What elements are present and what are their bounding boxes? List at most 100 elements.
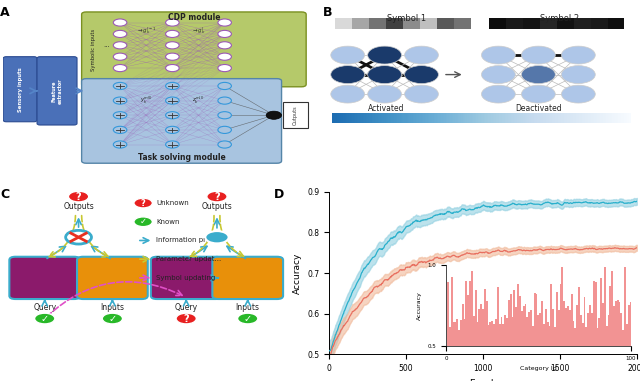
Circle shape [166, 30, 179, 37]
Bar [540, 18, 557, 29]
FancyBboxPatch shape [77, 257, 148, 299]
Text: Sensory inputs: Sensory inputs [18, 67, 22, 112]
X-axis label: Epoch: Epoch [469, 379, 497, 381]
Text: ...: ... [103, 42, 109, 48]
Y-axis label: Accuracy: Accuracy [293, 252, 302, 294]
Text: Symbol 2: Symbol 2 [540, 14, 579, 23]
Circle shape [237, 313, 258, 324]
Bar [335, 18, 352, 29]
Text: $\rightarrow g_k^l$: $\rightarrow g_k^l$ [191, 25, 206, 36]
Bar [454, 18, 470, 29]
Circle shape [113, 112, 127, 119]
Circle shape [331, 85, 365, 103]
Circle shape [113, 126, 127, 133]
Text: $y_k^{m(l)}$: $y_k^{m(l)}$ [140, 95, 152, 106]
Text: ✓: ✓ [108, 314, 116, 323]
Circle shape [166, 19, 179, 26]
FancyBboxPatch shape [3, 57, 37, 122]
Text: Parameter updat...: Parameter updat... [156, 256, 221, 262]
Circle shape [522, 85, 556, 103]
Text: ✓: ✓ [41, 314, 49, 323]
Bar [523, 18, 540, 29]
Circle shape [218, 112, 232, 119]
Circle shape [166, 64, 179, 72]
Text: ✓: ✓ [244, 314, 252, 323]
Circle shape [113, 19, 127, 26]
Circle shape [218, 42, 232, 49]
Circle shape [404, 85, 438, 103]
Circle shape [481, 66, 515, 83]
Text: CDP module: CDP module [168, 13, 220, 22]
Bar [437, 18, 454, 29]
Circle shape [68, 191, 89, 202]
Bar [352, 18, 369, 29]
Text: Inputs: Inputs [100, 303, 124, 312]
Text: D: D [274, 189, 284, 202]
Text: Known: Known [156, 219, 180, 225]
Circle shape [331, 46, 365, 64]
Text: Query: Query [175, 303, 198, 312]
Circle shape [207, 191, 227, 202]
Circle shape [134, 198, 152, 208]
FancyBboxPatch shape [151, 257, 221, 299]
Circle shape [218, 30, 232, 37]
Bar [386, 18, 403, 29]
Text: Symbol 1: Symbol 1 [387, 14, 426, 23]
Text: ?: ? [141, 199, 145, 208]
Text: A: A [0, 6, 10, 19]
Circle shape [166, 82, 179, 90]
Bar [506, 18, 523, 29]
Text: Symbolic inputs: Symbolic inputs [92, 29, 97, 71]
Circle shape [176, 313, 196, 324]
Circle shape [367, 46, 401, 64]
Text: Information prop...: Information prop... [156, 237, 221, 243]
Text: B: B [323, 6, 333, 19]
Bar [573, 18, 591, 29]
Circle shape [218, 126, 232, 133]
Bar [557, 18, 573, 29]
Circle shape [522, 46, 556, 64]
Circle shape [113, 82, 127, 90]
Text: C: C [0, 189, 9, 202]
FancyBboxPatch shape [212, 257, 283, 299]
Text: Unknown: Unknown [156, 200, 189, 206]
Circle shape [367, 85, 401, 103]
Text: ✓: ✓ [140, 217, 147, 226]
Text: Query: Query [33, 303, 56, 312]
Circle shape [205, 231, 228, 243]
Circle shape [331, 66, 365, 83]
Text: ?: ? [214, 192, 220, 202]
Circle shape [561, 85, 595, 103]
Circle shape [218, 97, 232, 104]
Circle shape [166, 141, 179, 148]
Bar [607, 18, 625, 29]
Text: Outputs: Outputs [293, 106, 298, 125]
Circle shape [134, 217, 152, 227]
Circle shape [113, 141, 127, 148]
Text: Inputs: Inputs [236, 303, 260, 312]
Circle shape [166, 126, 179, 133]
Circle shape [66, 231, 92, 244]
Circle shape [113, 64, 127, 72]
Circle shape [166, 42, 179, 49]
Circle shape [113, 30, 127, 37]
FancyBboxPatch shape [82, 78, 282, 163]
Circle shape [218, 141, 232, 148]
Text: Symbol updating: Symbol updating [156, 275, 216, 281]
Circle shape [102, 313, 122, 324]
FancyBboxPatch shape [37, 57, 77, 125]
Bar [403, 18, 420, 29]
Circle shape [218, 64, 232, 72]
Circle shape [404, 46, 438, 64]
Text: Task solving module: Task solving module [138, 153, 225, 162]
Circle shape [35, 313, 55, 324]
Circle shape [113, 53, 127, 60]
Circle shape [481, 85, 515, 103]
Text: Outputs: Outputs [63, 202, 94, 211]
Bar [369, 18, 386, 29]
Circle shape [166, 97, 179, 104]
Bar [591, 18, 607, 29]
Text: $z_k^{m(l)}$: $z_k^{m(l)}$ [193, 95, 205, 106]
Circle shape [113, 42, 127, 49]
Circle shape [522, 66, 556, 83]
